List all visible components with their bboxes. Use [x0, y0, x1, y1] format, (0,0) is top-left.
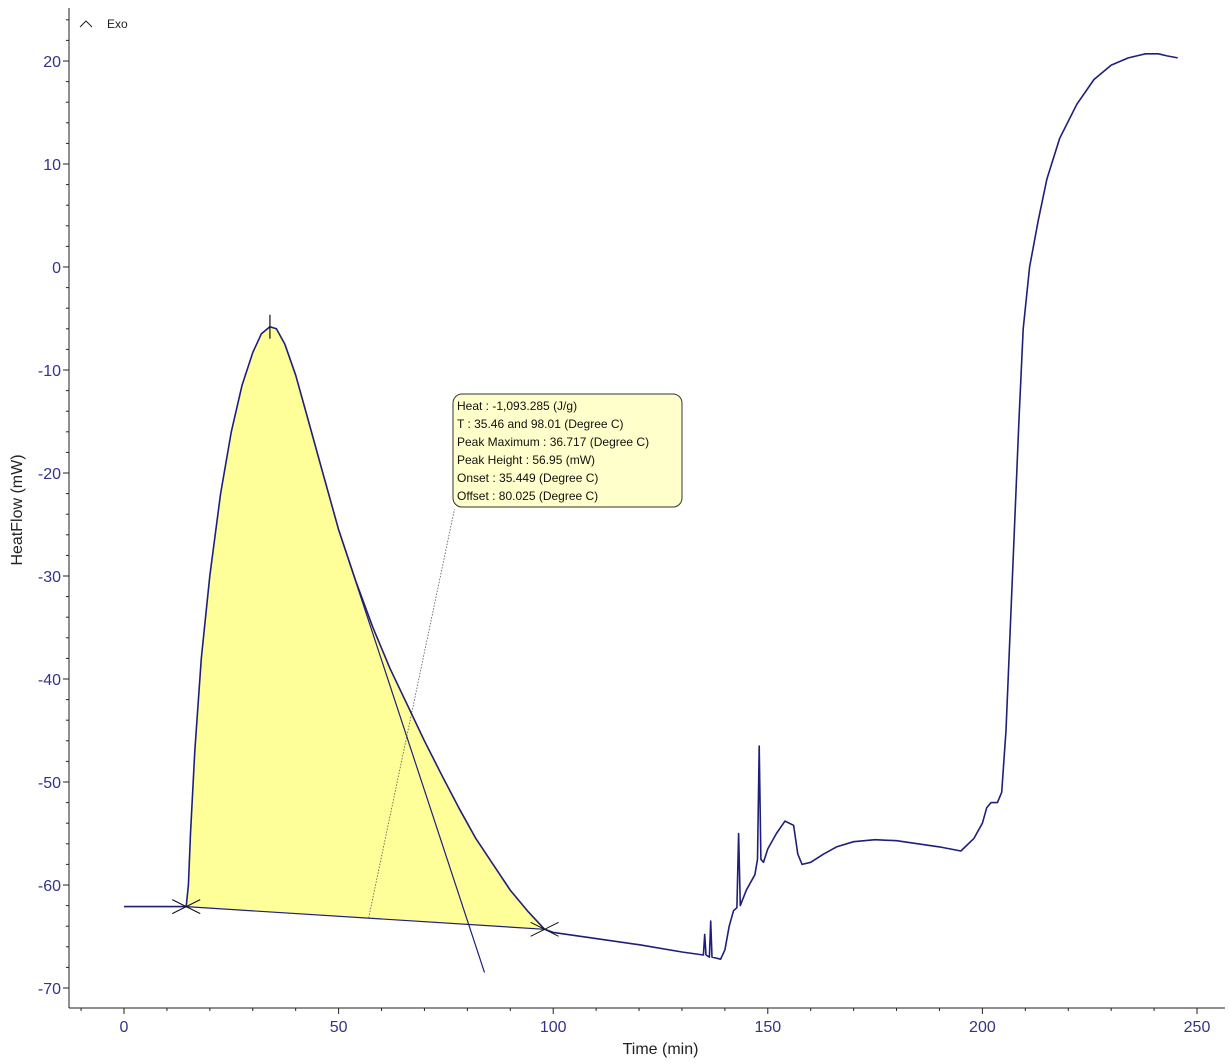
- y-tick-label: -20: [38, 466, 61, 483]
- exo-indicator: Exo: [79, 17, 128, 31]
- y-tick-label: -70: [38, 981, 61, 998]
- y-axis-title: HeatFlow (mW): [9, 454, 26, 565]
- x-tick-label: 100: [540, 1019, 567, 1036]
- annotation-line: Offset : 80.025 (Degree C): [457, 489, 598, 503]
- y-tick-label: 10: [43, 157, 61, 174]
- annotation-leader-line: [368, 508, 455, 919]
- integration-baseline: [186, 906, 545, 930]
- y-tick-label: -10: [38, 363, 61, 380]
- x-tick-label: 200: [969, 1019, 996, 1036]
- exo-up-arrow-icon: [79, 20, 93, 28]
- exo-label: Exo: [107, 17, 128, 31]
- baseline-start-marker: [172, 899, 201, 915]
- baseline-end-marker: [530, 921, 559, 937]
- y-tick-label: -30: [38, 569, 61, 586]
- annotation-box: Heat : -1,093.285 (J/g) T : 35.46 and 98.…: [452, 393, 683, 508]
- y-tick-label: -60: [38, 878, 61, 895]
- x-tick-label: 150: [754, 1019, 781, 1036]
- annotation-box-bg: [452, 393, 683, 508]
- y-tick-label: -50: [38, 775, 61, 792]
- markers: [172, 314, 559, 937]
- heatflow-series-line: [124, 52, 1178, 961]
- y-tick-label: 0: [52, 260, 61, 277]
- tangent-line: [338, 529, 486, 973]
- x-tick-label: 250: [1184, 1019, 1211, 1036]
- annotation-line: Peak Maximum : 36.717 (Degree C): [457, 435, 649, 449]
- annotation-line: T : 35.46 and 98.01 (Degree C): [457, 417, 624, 431]
- peak-area-fill: [186, 326, 545, 930]
- plot-lines: [124, 52, 1178, 973]
- x-axis-title: Time (min): [623, 1041, 699, 1058]
- x-tick-label: 50: [330, 1019, 348, 1036]
- annotation-line: Onset : 35.449 (Degree C): [457, 471, 598, 485]
- integrated-peak-area: [186, 326, 545, 930]
- y-tick-label: -40: [38, 672, 61, 689]
- marker-stroke: [172, 899, 201, 915]
- y-tick-label: 20: [43, 54, 61, 71]
- annotation-line: Heat : -1,093.285 (J/g): [457, 399, 577, 413]
- annotation-line: Peak Height : 56.95 (mW): [457, 453, 595, 467]
- x-tick-label: 0: [120, 1019, 129, 1036]
- marker-stroke: [530, 921, 559, 937]
